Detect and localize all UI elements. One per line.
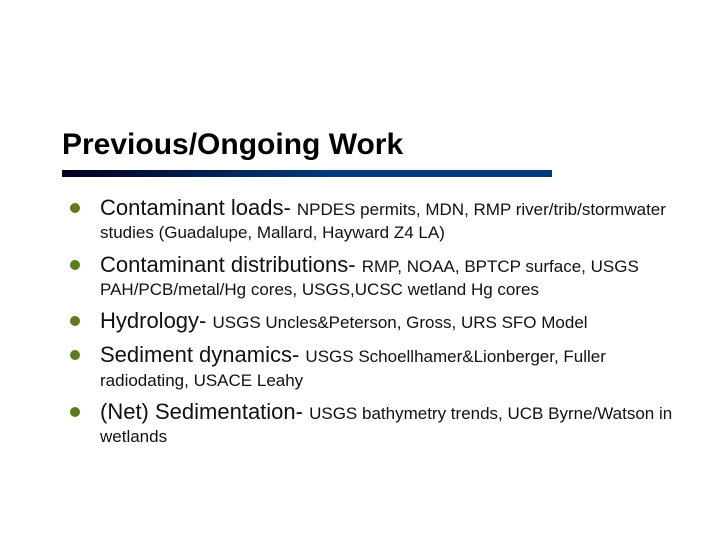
list-item: Sediment dynamics- USGS Schoellhamer&Lio… <box>70 341 680 392</box>
slide-title: Previous/Ongoing Work <box>62 128 403 162</box>
list-item: Contaminant loads- NPDES permits, MDN, R… <box>70 194 680 245</box>
item-text: Contaminant loads- NPDES permits, MDN, R… <box>100 194 680 245</box>
bullet-icon <box>70 407 80 417</box>
item-text: Hydrology- USGS Uncles&Peterson, Gross, … <box>100 307 680 335</box>
item-lead: Sediment dynamics- <box>100 342 305 367</box>
item-text: Sediment dynamics- USGS Schoellhamer&Lio… <box>100 341 680 392</box>
item-lead: Contaminant distributions- <box>100 252 362 277</box>
list-item: (Net) Sedimentation- USGS bathymetry tre… <box>70 398 680 449</box>
item-lead: (Net) Sedimentation- <box>100 399 309 424</box>
slide: Previous/Ongoing Work Contaminant loads-… <box>0 0 720 540</box>
title-wrap: Previous/Ongoing Work <box>62 128 403 162</box>
bullet-icon <box>70 260 80 270</box>
bullet-icon <box>70 203 80 213</box>
list-item: Hydrology- USGS Uncles&Peterson, Gross, … <box>70 307 680 335</box>
slide-body: Contaminant loads- NPDES permits, MDN, R… <box>70 194 680 455</box>
item-detail: USGS Uncles&Peterson, Gross, URS SFO Mod… <box>212 313 587 332</box>
title-underline <box>62 170 552 177</box>
item-text: (Net) Sedimentation- USGS bathymetry tre… <box>100 398 680 449</box>
item-lead: Contaminant loads- <box>100 195 297 220</box>
item-text: Contaminant distributions- RMP, NOAA, BP… <box>100 251 680 302</box>
bullet-icon <box>70 316 80 326</box>
bullet-icon <box>70 350 80 360</box>
item-lead: Hydrology- <box>100 308 212 333</box>
list-item: Contaminant distributions- RMP, NOAA, BP… <box>70 251 680 302</box>
